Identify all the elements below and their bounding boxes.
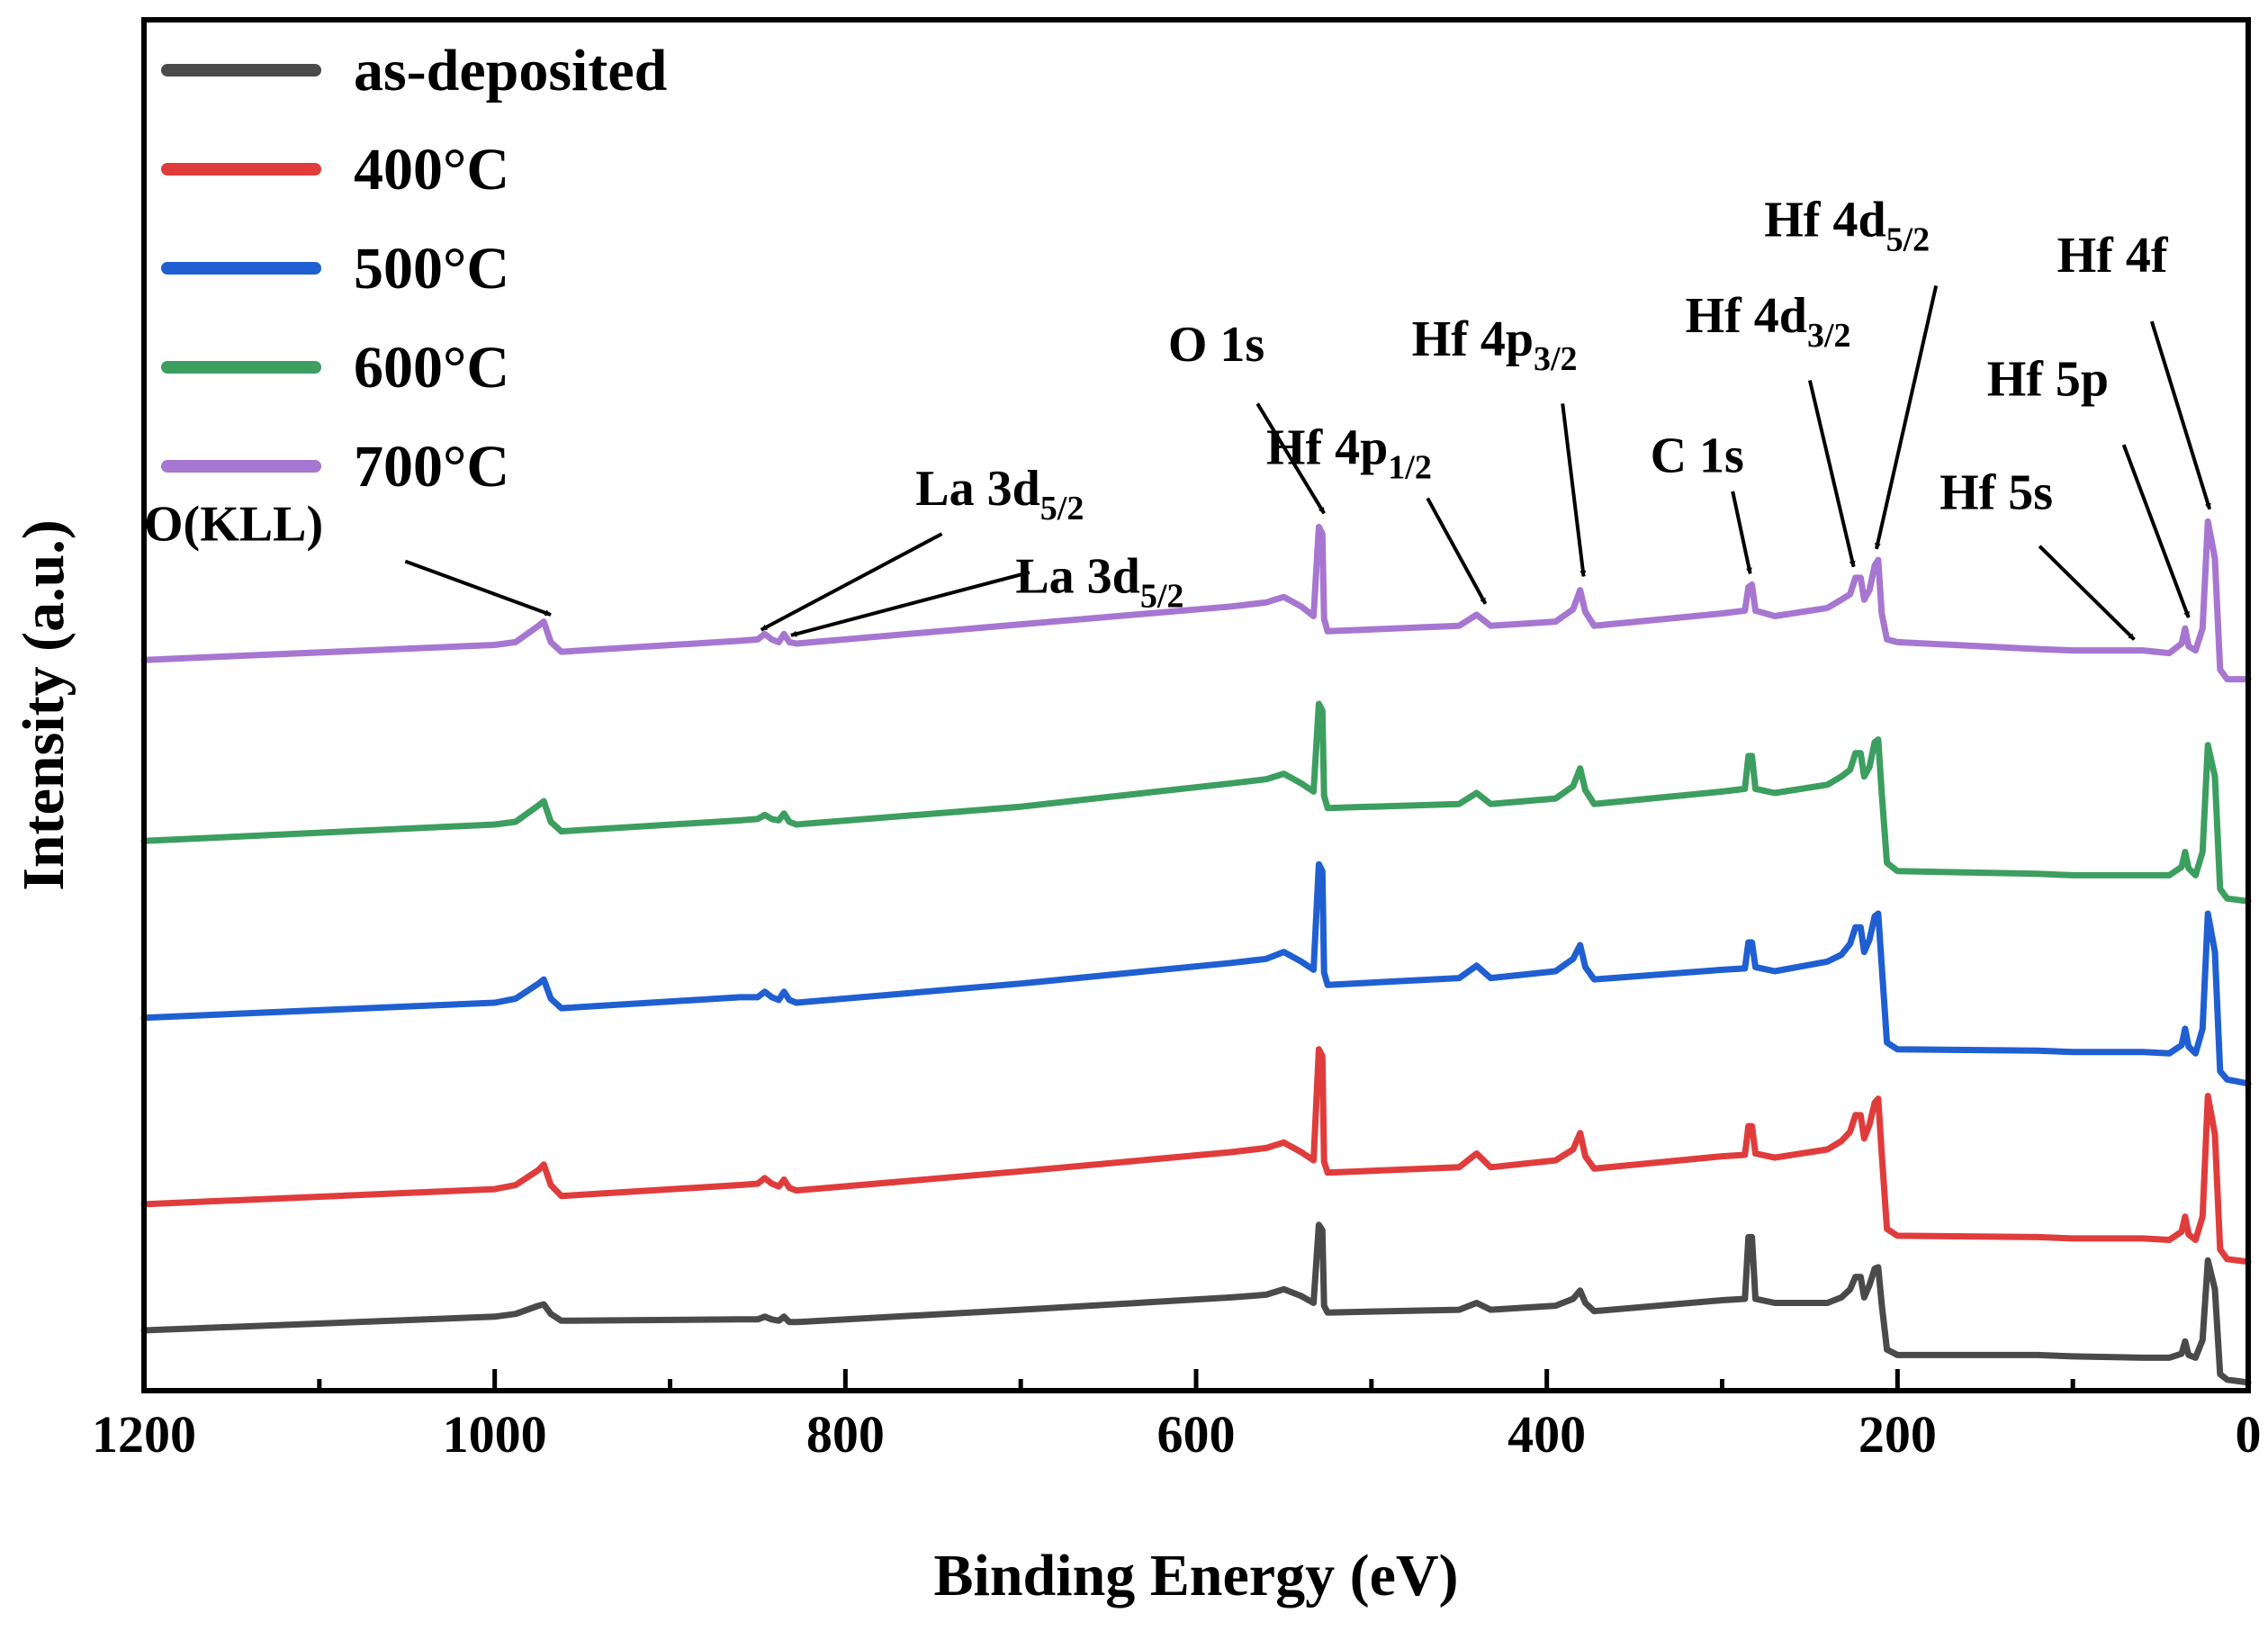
peak-label: Hf 4p1/2	[1266, 419, 1432, 486]
peak-label: Hf 4d5/2	[1764, 193, 1930, 259]
legend-label: 700°C	[354, 434, 509, 500]
peak-label-subscript: 1/2	[1388, 448, 1432, 486]
series-line-3	[140, 1046, 2252, 1266]
peak-label: O(KLL)	[144, 497, 323, 553]
peak-label: Hf 5p	[1987, 351, 2109, 407]
annotation-arrow	[790, 570, 1030, 637]
peak-label: La 3d5/2	[1015, 549, 1184, 616]
x-tick-label: 200	[1858, 1405, 1937, 1464]
peak-label: C 1s	[1651, 428, 1744, 484]
annotation-arrow	[1731, 491, 1752, 574]
x-axis-label: Binding Energy (eV)	[933, 1543, 1458, 1608]
plot-frame	[141, 17, 2251, 1393]
peak-label: Hf 4p3/2	[1412, 311, 1578, 378]
legend-label: 500°C	[354, 236, 509, 302]
peak-label-subscript: 5/2	[1140, 578, 1184, 616]
x-tick-label: 1000	[443, 1405, 547, 1464]
peak-label: Hf 4f	[2057, 228, 2169, 284]
peak-label: La 3d5/2	[915, 461, 1084, 527]
series-line-1	[140, 700, 2252, 905]
x-axis-ticks: 1200 1000 800 600 400 200 0	[92, 1369, 2262, 1464]
series-line-4	[140, 1221, 2252, 1386]
x-tick-label: 600	[1157, 1405, 1236, 1464]
series-line-0	[140, 518, 2252, 683]
legend: as-deposited 400°C 500°C 600°C 700°C	[161, 38, 667, 500]
annotation-arrow	[1256, 402, 1326, 515]
annotation-arrow	[404, 559, 552, 617]
y-axis-label: Intensity (a.u.)	[11, 519, 76, 891]
legend-label: 400°C	[354, 137, 509, 203]
peak-label: Hf 5s	[1940, 465, 2053, 521]
peak-label: O 1s	[1168, 317, 1264, 373]
peak-label-subscript: 5/2	[1040, 490, 1084, 527]
annotation-arrow	[2121, 444, 2191, 618]
peak-label-subscript: 3/2	[1807, 317, 1851, 355]
x-tick-label: 800	[806, 1405, 885, 1464]
x-tick-label: 0	[2236, 1405, 2262, 1464]
peak-label: Hf 4d3/2	[1686, 288, 1851, 355]
annotation-arrow	[2038, 545, 2136, 641]
series-layer	[140, 518, 2252, 1386]
annotation-arrow	[1807, 380, 1856, 568]
peak-label-subscript: 5/2	[1886, 221, 1930, 259]
legend-label: as-deposited	[354, 38, 667, 104]
annotation-arrow	[2149, 320, 2212, 510]
annotation-arrow	[1561, 403, 1587, 578]
x-tick-label: 400	[1508, 1405, 1586, 1464]
annotation-arrow	[1426, 497, 1488, 605]
peak-label-subscript: 3/2	[1534, 340, 1578, 378]
series-line-2	[140, 861, 2252, 1087]
legend-label: 600°C	[354, 335, 509, 401]
x-tick-label: 1200	[92, 1405, 196, 1464]
annotation-arrow	[1874, 285, 1939, 550]
annotation-arrow	[760, 532, 943, 632]
